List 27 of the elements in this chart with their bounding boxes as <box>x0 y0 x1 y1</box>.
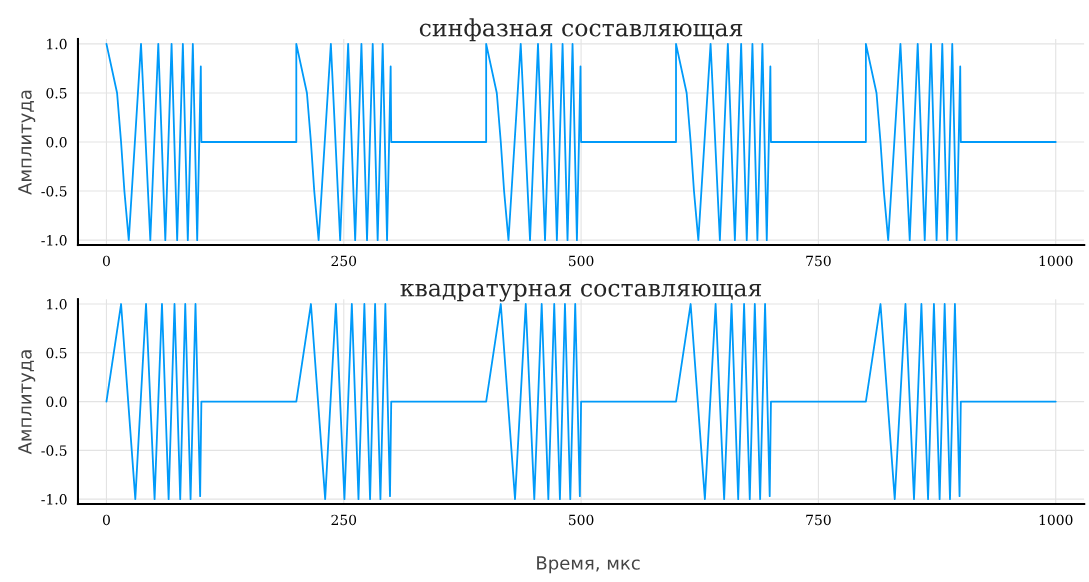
y-tick-label: 0.5 <box>46 347 67 359</box>
y-axis-title: Амплитуда <box>18 350 36 455</box>
x-tick-label: 750 <box>806 514 831 526</box>
x-tick-label: 0 <box>102 514 110 526</box>
y-tick-label: 1.0 <box>47 38 67 50</box>
line-series <box>105 42 1057 242</box>
x-tick-label: 250 <box>331 255 357 267</box>
x-tick-label: 1000 <box>1039 255 1073 267</box>
chart-title: квадратурная составляющая <box>400 283 762 302</box>
y-tick-label: 1.0 <box>47 298 67 310</box>
y-tick-label: 0.0 <box>46 136 67 148</box>
x-tick-label: 500 <box>569 514 594 526</box>
x-axis-title: Время, мкс <box>537 556 640 574</box>
x-tick-label: 1000 <box>1039 514 1073 526</box>
x-tick-label: 250 <box>331 514 357 526</box>
line-series <box>105 303 1057 501</box>
y-tick-label: -0.5 <box>41 186 67 197</box>
y-tick-label: 0.5 <box>46 87 67 99</box>
y-tick-label: -1.0 <box>41 235 67 246</box>
x-tick-label: 750 <box>806 255 831 267</box>
y-tick-label: -0.5 <box>41 445 67 456</box>
y-tick-label: -1.0 <box>41 494 67 505</box>
x-tick-label: 500 <box>569 255 594 267</box>
x-tick-label: 0 <box>102 255 110 267</box>
y-axis-title: Амплитуда <box>18 90 36 195</box>
y-tick-label: 0.0 <box>46 396 67 408</box>
chart-title: синфазная составляющая <box>419 18 743 42</box>
